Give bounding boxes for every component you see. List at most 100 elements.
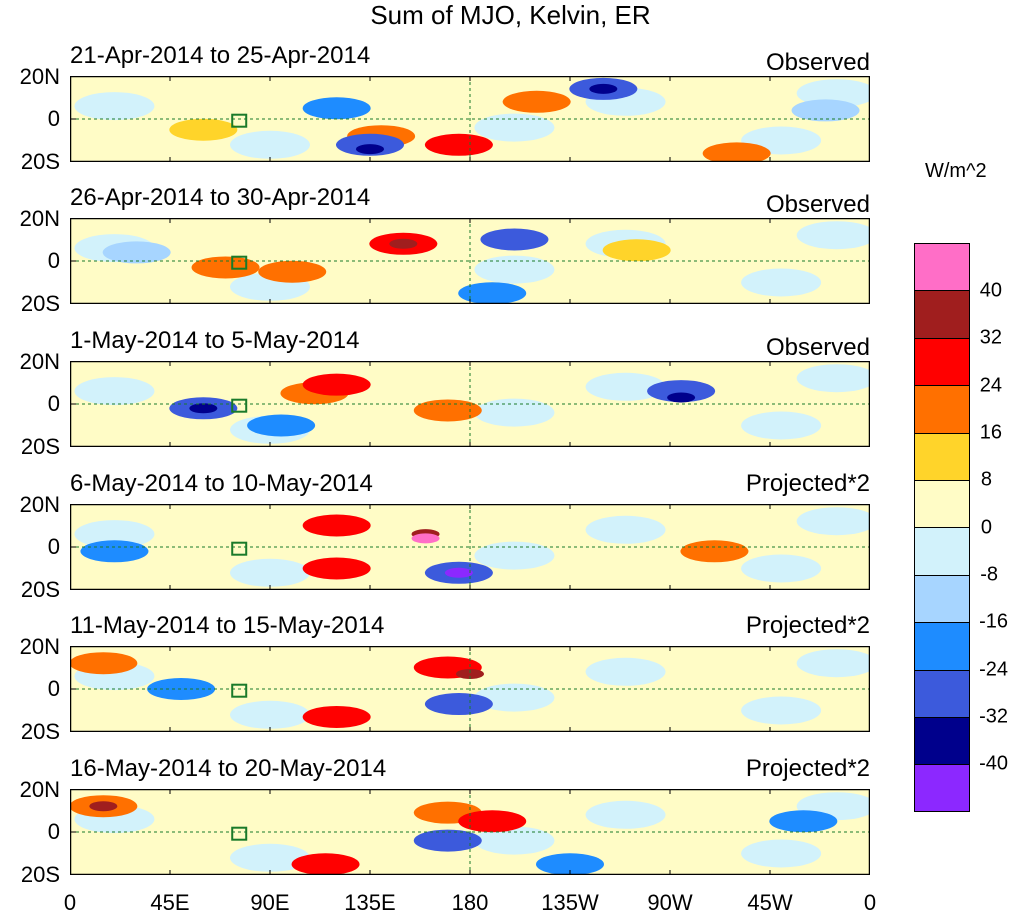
anomaly-map [70,218,870,304]
anomaly-contour [602,239,671,262]
anomaly-contour [458,282,527,304]
colorbar-swatch [914,764,970,812]
anomaly-contour [458,810,527,833]
colorbar-label: -16 [979,610,1009,633]
anomaly-map [70,789,870,875]
colorbar-swatch [914,432,970,480]
lat-label-20s: 20S [20,434,60,459]
negative-anomaly-region [585,515,666,544]
x-tick-label: 0 [63,890,77,915]
colorbar-swatch [914,337,970,386]
colorbar-swatch [914,290,970,338]
anomaly-contour [456,668,484,679]
negative-anomaly-region [474,683,555,712]
lat-label-eq: 0 [47,248,60,273]
anomaly-contour [769,810,838,833]
anomaly-contour [89,801,118,812]
anomaly-contour [191,256,260,279]
negative-anomaly-region [585,657,666,686]
anomaly-contour [791,99,860,122]
colorbar-units: W/m^2 [925,160,987,182]
panel-1: 21-Apr-2014 to 25-Apr-2014 Observed 20N … [0,42,900,182]
panel-status: Projected*2 [745,755,870,782]
anomaly-map [70,504,870,590]
region-box [231,541,248,556]
x-tick-label: 180 [451,890,489,915]
negative-anomaly-region [796,507,870,536]
panel-status: Observed [765,191,870,218]
colorbar-label: 8 [980,468,993,491]
negative-anomaly-region [474,826,555,855]
negative-anomaly-region [230,130,310,159]
lat-label-20n: 20N [19,634,60,659]
colorbar-label: 24 [979,374,1003,397]
anomaly-contour [189,403,218,414]
x-tick-label: 0 [863,890,877,915]
negative-anomaly-region [741,696,822,725]
panel-date-range: 16-May-2014 to 20-May-2014 [70,755,387,782]
x-tick-label: 90E [250,890,290,915]
negative-anomaly-region [74,520,155,549]
negative-anomaly-region [796,649,870,678]
region-box [231,683,248,698]
panel-date-range: 26-Apr-2014 to 30-Apr-2014 [70,184,371,211]
negative-anomaly-region [585,372,666,401]
anomaly-contour [302,557,371,580]
panel-status: Observed [765,334,870,361]
lat-label-20n: 20N [19,777,60,802]
figure-title: Sum of MJO, Kelvin, ER [370,0,651,30]
lat-label-20n: 20N [19,64,60,89]
region-box [231,255,248,270]
region-box [231,398,248,413]
negative-anomaly-region [230,700,310,729]
anomaly-contour [480,228,549,251]
anomaly-contour [302,373,371,396]
negative-anomaly-region [74,377,155,406]
anomaly-map [70,646,870,732]
anomaly-contour [80,540,149,563]
colorbar-swatch [914,527,970,575]
colorbar-label: 32 [979,326,1003,349]
panel-3: 1-May-2014 to 5-May-2014 Observed 20N 0 … [0,327,900,467]
anomaly-contour [647,380,716,403]
lat-label-20s: 20S [20,291,60,316]
anomaly-contour [147,678,216,700]
colorbar-label: 0 [980,516,993,539]
negative-anomaly-region [741,411,822,440]
lat-label-20n: 20N [19,492,60,517]
colorbar-label: 16 [979,421,1003,444]
anomaly-map [70,361,870,447]
region-box [231,113,248,128]
anomaly-contour [356,144,384,155]
panel-date-range: 1-May-2014 to 5-May-2014 [70,327,360,354]
anomaly-contour [291,853,360,875]
colorbar [914,243,970,812]
anomaly-contour [247,414,316,437]
anomaly-contour [502,90,571,113]
negative-anomaly-region [741,554,822,583]
x-tick-label: 135E [344,890,396,915]
anomaly-contour [302,705,371,728]
negative-anomaly-region [474,398,555,427]
anomaly-contour [424,693,493,716]
anomaly-contour [589,83,618,94]
negative-anomaly-region [741,268,822,297]
panel-2: 26-Apr-2014 to 30-Apr-2014 Observed 20N … [0,184,900,324]
colorbar-label: -24 [979,658,1009,681]
x-tick-label: 135W [541,890,599,915]
panel-5: 11-May-2014 to 15-May-2014 Projected*2 2… [0,612,900,752]
panel-date-range: 21-Apr-2014 to 25-Apr-2014 [70,42,371,69]
anomaly-contour [169,118,238,141]
anomaly-contour [424,133,493,156]
lat-label-eq: 0 [47,391,60,416]
anomaly-contour [536,853,604,875]
negative-anomaly-region [474,113,555,142]
panel-status: Projected*2 [745,612,870,639]
anomaly-map [70,76,870,162]
negative-anomaly-region [474,255,555,284]
negative-anomaly-region [230,843,310,872]
colorbar-swatch [914,385,970,433]
negative-anomaly-region [474,541,555,570]
negative-anomaly-region [585,800,666,829]
anomaly-contour [444,567,473,578]
